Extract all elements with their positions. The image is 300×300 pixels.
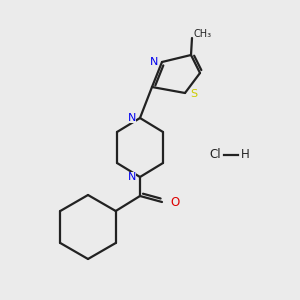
Text: Cl: Cl — [209, 148, 221, 161]
Text: S: S — [190, 89, 197, 99]
Text: N: N — [128, 172, 136, 182]
Text: N: N — [128, 113, 136, 123]
Text: CH₃: CH₃ — [194, 29, 212, 39]
Text: O: O — [170, 196, 179, 208]
Text: N: N — [150, 57, 158, 67]
Text: H: H — [241, 148, 249, 161]
